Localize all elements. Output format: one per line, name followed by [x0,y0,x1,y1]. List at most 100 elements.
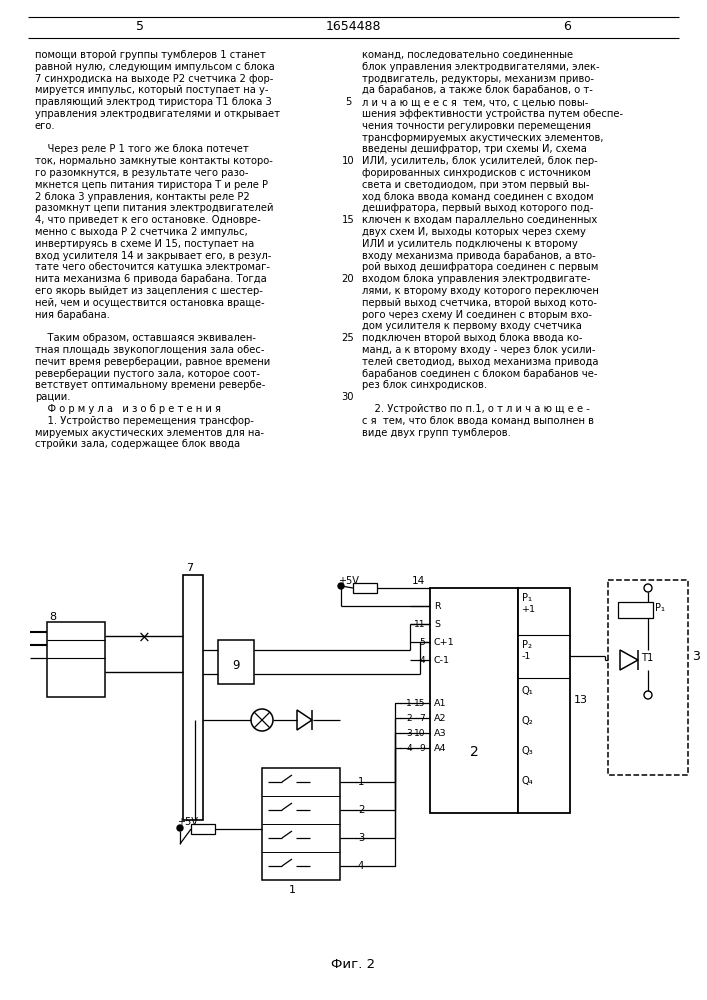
Text: 3: 3 [407,729,412,738]
Text: мируется импульс, который поступает на у-: мируется импульс, который поступает на у… [35,85,269,95]
Text: A1: A1 [434,699,447,708]
Text: помощи второй группы тумблеров 1 станет: помощи второй группы тумблеров 1 станет [35,50,266,60]
Text: Q₃: Q₃ [522,746,534,756]
Text: 15: 15 [341,215,354,225]
Text: 4: 4 [358,861,364,871]
Text: инвертируясь в схеме И 15, поступает на: инвертируясь в схеме И 15, поступает на [35,239,255,249]
Text: C+1: C+1 [434,638,455,647]
Text: 2: 2 [407,714,412,723]
Text: дешифратора, первый выход которого под-: дешифратора, первый выход которого под- [362,203,593,213]
Text: 6: 6 [563,20,571,33]
Text: двух схем И, выходы которых через схему: двух схем И, выходы которых через схему [362,227,586,237]
Text: стройки зала, содержащее блок ввода: стройки зала, содержащее блок ввода [35,439,240,449]
Bar [430,588,518,813]
Text: лями, к второму входу которого переключен: лями, к второму входу которого переключе… [362,286,599,296]
Text: правляющий электрод тиристора Т1 блока 3: правляющий электрод тиристора Т1 блока 3 [35,97,271,107]
Text: входом блока управления электродвигате-: входом блока управления электродвигате- [362,274,590,284]
Text: 1: 1 [358,777,364,787]
Text: ИЛИ, усилитель, блок усилителей, блок пер-: ИЛИ, усилитель, блок усилителей, блок пе… [362,156,597,166]
Text: 2. Устройство по п.1, о т л и ч а ю щ е е -: 2. Устройство по п.1, о т л и ч а ю щ е … [362,404,590,414]
Text: +5V: +5V [338,576,359,586]
Text: S: S [434,620,440,629]
Circle shape [338,583,344,589]
Text: 1: 1 [288,885,296,895]
Text: Ф о р м у л а   и з о б р е т е н и я: Ф о р м у л а и з о б р е т е н и я [35,404,221,414]
Text: C-1: C-1 [434,656,450,665]
Bar [218,640,254,684]
Text: рой выход дешифратора соединен с первым: рой выход дешифратора соединен с первым [362,262,598,272]
Text: 1. Устройство перемещения трансфор-: 1. Устройство перемещения трансфор- [35,416,254,426]
Text: A2: A2 [434,714,447,723]
Text: чения точности регулировки перемещения: чения точности регулировки перемещения [362,121,591,131]
Text: +1: +1 [522,605,536,614]
Text: введены дешифратор, три схемы И, схема: введены дешифратор, три схемы И, схема [362,144,587,154]
Bar [518,588,570,813]
Text: равной нулю, следующим импульсом с блока: равной нулю, следующим импульсом с блока [35,62,275,72]
Bar [353,583,377,593]
Text: 5: 5 [345,97,351,107]
Bar [618,602,653,618]
Text: го разомкнутся, в результате чего разо-: го разомкнутся, в результате чего разо- [35,168,248,178]
Text: мкнется цепь питания тиристора Т и реле Р: мкнется цепь питания тиристора Т и реле … [35,180,268,190]
Text: тная площадь звукопоглощения зала обес-: тная площадь звукопоглощения зала обес- [35,345,264,355]
Text: шения эффективности устройства путем обеспе-: шения эффективности устройства путем обе… [362,109,623,119]
Text: 4, что приведет к его остановке. Одновре-: 4, что приведет к его остановке. Одновре… [35,215,261,225]
Text: телей светодиод, выход механизма привода: телей светодиод, выход механизма привода [362,357,599,367]
Text: 9: 9 [233,659,240,672]
Text: Q₄: Q₄ [522,776,534,786]
Circle shape [251,709,273,731]
Text: 2: 2 [358,805,364,815]
Text: рации.: рации. [35,392,71,402]
Text: ней, чем и осуществится остановка враще-: ней, чем и осуществится остановка враще- [35,298,264,308]
Text: Q₁: Q₁ [522,686,534,696]
Bar [191,824,215,834]
Text: блок управления электродвигателями, элек-: блок управления электродвигателями, элек… [362,62,600,72]
Text: входу механизма привода барабанов, а вто-: входу механизма привода барабанов, а вто… [362,251,596,261]
Text: 5: 5 [419,638,425,647]
Text: A4: A4 [434,744,447,753]
Text: тате чего обесточится катушка электромаг-: тате чего обесточится катушка электромаг… [35,262,270,272]
Text: дом усилителя к первому входу счетчика: дом усилителя к первому входу счетчика [362,321,582,331]
Text: 7: 7 [419,714,425,723]
Text: ния барабана.: ния барабана. [35,310,110,320]
Text: управления электродвигателями и открывает: управления электродвигателями и открывае… [35,109,280,119]
Text: Q₂: Q₂ [522,716,534,726]
Text: 4: 4 [419,656,425,665]
Text: 5: 5 [136,20,144,33]
Circle shape [644,584,652,592]
Text: ход блока ввода команд соединен с входом: ход блока ввода команд соединен с входом [362,192,594,202]
Text: команд, последовательно соединенные: команд, последовательно соединенные [362,50,573,60]
Text: 2: 2 [469,745,479,759]
Text: Таким образом, оставшаяся эквивален-: Таким образом, оставшаяся эквивален- [35,333,256,343]
Text: 1: 1 [407,699,412,708]
Text: P₂: P₂ [522,640,532,650]
Text: 8: 8 [49,612,56,622]
Text: +5V: +5V [177,817,198,827]
Text: 10: 10 [414,729,425,738]
Text: Через реле Р 1 того же блока потечет: Через реле Р 1 того же блока потечет [35,144,249,154]
Text: 30: 30 [341,392,354,402]
Text: 13: 13 [574,695,588,705]
Text: 3: 3 [358,833,364,843]
Text: 3: 3 [692,650,700,663]
Text: ветствует оптимальному времени ревербе-: ветствует оптимальному времени ревербе- [35,380,265,390]
Text: 15: 15 [414,699,425,708]
Text: вход усилителя 14 и закрывает его, в резул-: вход усилителя 14 и закрывает его, в рез… [35,251,271,261]
Text: 7 синхродиска на выходе Р2 счетчика 2 фор-: 7 синхродиска на выходе Р2 счетчика 2 фо… [35,74,274,84]
Circle shape [177,825,183,831]
Text: P₁: P₁ [522,593,532,603]
Text: Фиг. 2: Фиг. 2 [331,958,375,971]
Polygon shape [297,710,312,730]
Text: 14: 14 [412,576,425,586]
Text: света и светодиодом, при этом первый вы-: света и светодиодом, при этом первый вы- [362,180,590,190]
Text: реверберации пустого зала, которое соот-: реверберации пустого зала, которое соот- [35,369,260,379]
Text: 7: 7 [186,563,193,573]
Text: мируемых акустических элементов для на-: мируемых акустических элементов для на- [35,428,264,438]
Text: 10: 10 [341,156,354,166]
Text: виде двух групп тумблеров.: виде двух групп тумблеров. [362,428,511,438]
Circle shape [644,691,652,699]
Text: менно с выхода Р 2 счетчика 2 импульс,: менно с выхода Р 2 счетчика 2 импульс, [35,227,247,237]
Text: печит время реверберации, равное времени: печит время реверберации, равное времени [35,357,270,367]
Text: 1654488: 1654488 [325,20,381,33]
Text: 20: 20 [341,274,354,284]
